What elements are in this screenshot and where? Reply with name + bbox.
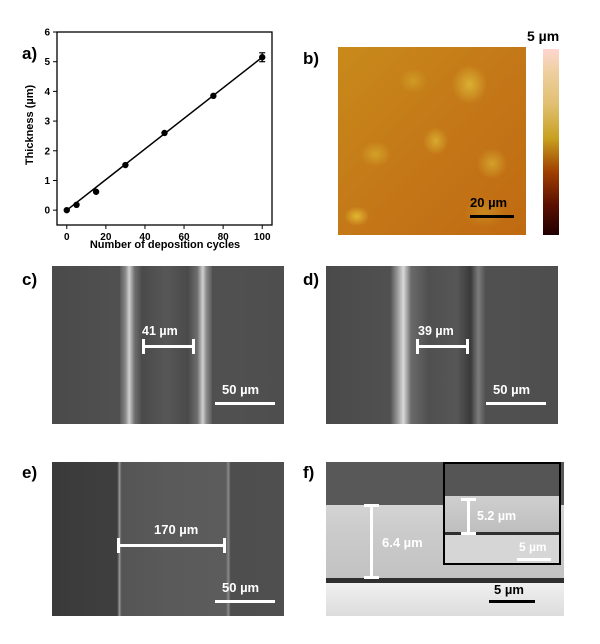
panel-label-d: d) — [303, 270, 320, 289]
data-point — [161, 129, 168, 137]
x-tick-label: 20 — [100, 232, 112, 243]
width-label-d: 39 µm — [418, 324, 454, 338]
inset-scale-label: 5 µm — [519, 540, 547, 554]
width-cap-c-left — [142, 339, 145, 354]
y-tick-label: 3 — [44, 117, 50, 128]
width-bar-e — [119, 544, 225, 547]
x-tick-label: 100 — [254, 232, 271, 243]
thick-cap-f-bottom — [364, 576, 379, 579]
chart-frame — [56, 31, 273, 226]
data-point — [210, 92, 217, 100]
width-cap-c-right — [192, 339, 195, 354]
scale-label-c: 50 µm — [222, 382, 260, 397]
width-cap-d-left — [416, 339, 419, 354]
width-cap-e-left — [117, 538, 120, 553]
width-label-e: 170 µm — [154, 522, 199, 537]
afm-colorbar — [543, 49, 559, 235]
x-tick-label: 60 — [178, 232, 190, 243]
data-point — [63, 206, 70, 214]
thickness-chart: 0 20 40 60 80 100 0 1 2 3 4 5 6 Number of deposition… — [24, 28, 273, 251]
afm-scale-label: 20 µm — [470, 195, 508, 210]
data-point — [259, 54, 266, 61]
inset-f: 5.2 µm 5 µm — [443, 462, 561, 565]
panel-label-c: c) — [22, 270, 38, 289]
thick-label-f: 6.4 µm — [382, 535, 423, 550]
afm-colorbar-max: 5 µm — [527, 28, 560, 44]
y-tick-label: 1 — [44, 176, 50, 187]
x-tick-label: 0 — [64, 232, 70, 243]
x-tick-label: 80 — [218, 232, 230, 243]
panel-label-b: b) — [303, 49, 320, 68]
y-tick-label: 2 — [44, 146, 50, 157]
inset-thick-label: 5.2 µm — [477, 509, 517, 523]
afm-image: 20 µm — [338, 47, 526, 235]
y-tick-label: 5 — [44, 57, 50, 68]
scale-label-f: 5 µm — [494, 582, 524, 597]
y-tick-label: 6 — [44, 28, 50, 39]
scalebar-e — [215, 600, 275, 603]
scalebar-d — [486, 402, 546, 405]
inset-thick-bar — [467, 499, 470, 534]
panel-label-e: e) — [22, 463, 38, 482]
y-tick-label: 4 — [44, 87, 50, 98]
data-point — [92, 188, 100, 195]
scalebar-f — [489, 600, 535, 603]
width-cap-e-right — [223, 538, 226, 553]
width-label-c: 41 µm — [142, 324, 178, 338]
width-bar-c — [144, 345, 194, 348]
x-tick-label: 40 — [139, 232, 151, 243]
thick-cap-f-top — [364, 504, 379, 507]
y-tick-label: 0 — [44, 206, 50, 217]
inset-thick-cap-bottom — [461, 532, 476, 535]
panel-label-f: f) — [303, 463, 315, 482]
substrate-f — [326, 583, 564, 616]
scale-label-e: 50 µm — [222, 580, 260, 595]
panel-label-a: a) — [22, 44, 38, 63]
inset-top-background — [445, 464, 559, 496]
afm-scalebar — [470, 215, 514, 218]
inset-thick-cap-top — [461, 498, 476, 501]
sem-image-e: 170 µm 50 µm — [52, 462, 284, 616]
sem-image-c: 41 µm 50 µm — [52, 266, 284, 424]
width-cap-d-right — [466, 339, 469, 354]
scale-label-d: 50 µm — [493, 382, 531, 397]
sem-image-f: 6.4 µm 5 µm 5.2 µm 5 µm — [326, 462, 564, 616]
substrate-line-f — [326, 578, 564, 583]
inset-film — [445, 496, 559, 534]
inset-scalebar — [517, 558, 551, 561]
inset-substrate-line — [445, 532, 559, 535]
chart-ylabel: Thickness (µm) — [24, 85, 36, 166]
scalebar-c — [215, 402, 275, 405]
data-point — [122, 161, 129, 169]
chart-xlabel: Number of deposition cycles — [90, 239, 240, 251]
thick-bar-f — [370, 505, 373, 578]
sem-image-d: 39 µm 50 µm — [326, 266, 558, 424]
width-bar-d — [418, 345, 468, 348]
data-point — [73, 201, 80, 209]
